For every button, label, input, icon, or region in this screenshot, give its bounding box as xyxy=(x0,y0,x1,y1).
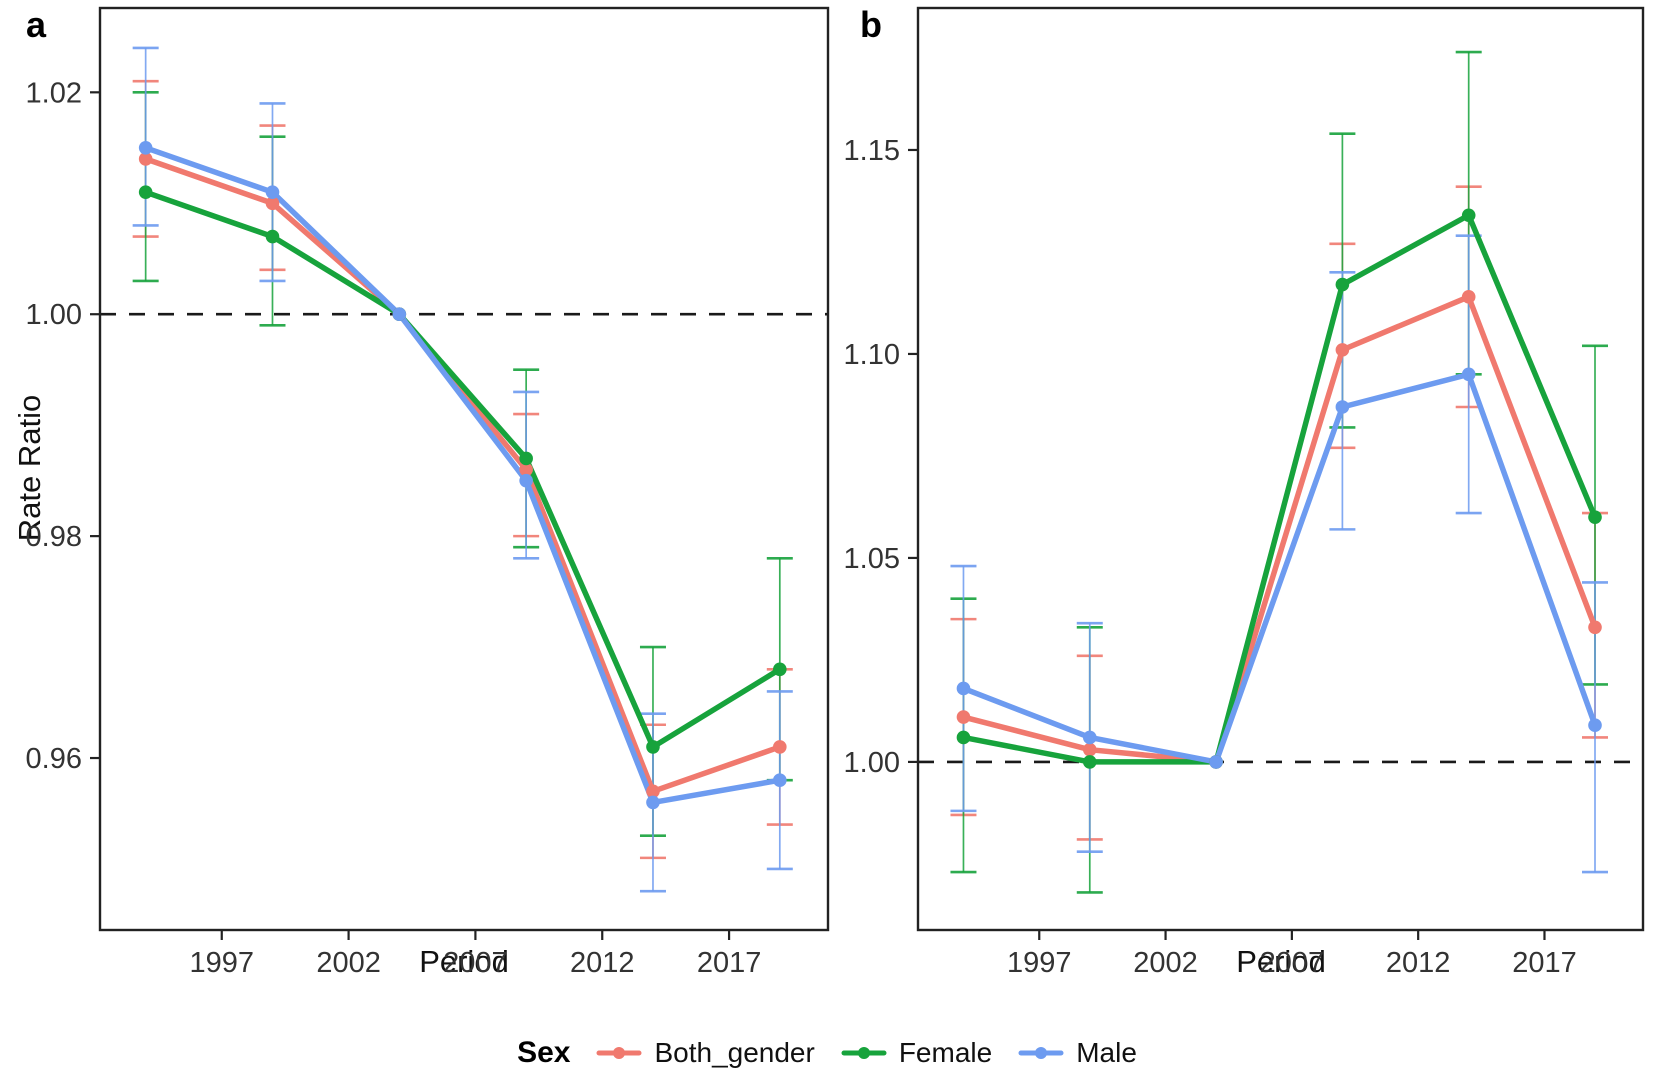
data-point-female xyxy=(1461,208,1476,223)
legend-title: Sex xyxy=(517,1036,571,1069)
panel-b: 1997 2002 2007 2012 2017 1.00 1.05 1.10 1.15 xyxy=(844,6,1645,979)
x-tick-label: 2002 xyxy=(316,947,381,979)
legend: Sex Both_gender Female Male xyxy=(0,1028,1654,1078)
data-point-female xyxy=(519,451,533,466)
data-point-male xyxy=(1588,718,1602,733)
y-tick-label: 1.15 xyxy=(844,135,900,167)
y-tick-label: 1.02 xyxy=(26,77,82,109)
y-tick-label: 1.05 xyxy=(844,543,900,575)
x-axis-title-panel-a: Period xyxy=(419,944,509,979)
data-point-male xyxy=(773,773,787,788)
data-point-female xyxy=(138,185,153,199)
data-point-both_gender xyxy=(1335,343,1350,357)
series-line-both_gender xyxy=(960,294,1598,765)
data-point-female xyxy=(1082,755,1097,769)
legend-label-both-gender: Both_gender xyxy=(654,1037,815,1068)
series-line-both_gender xyxy=(142,156,783,795)
data-point-both_gender xyxy=(1588,620,1602,635)
x-tick-label: 2012 xyxy=(1386,947,1451,979)
data-point-male xyxy=(1209,755,1223,769)
data-point-both_gender xyxy=(956,710,971,724)
legend-item-male: Male xyxy=(1018,1037,1137,1069)
data-point-female xyxy=(1588,510,1602,524)
x-tick-label: 1997 xyxy=(189,947,254,979)
data-point-both_gender xyxy=(646,784,660,799)
legend-label-male: Male xyxy=(1076,1037,1137,1068)
data-point-male xyxy=(392,307,407,322)
legend-key-female-icon xyxy=(841,1047,887,1059)
x-tick-label: 2017 xyxy=(697,947,762,979)
y-tick-label: 1.10 xyxy=(844,339,900,371)
data-point-male xyxy=(1335,400,1350,414)
data-point-male xyxy=(138,140,153,155)
data-point-female xyxy=(956,730,971,745)
data-point-male xyxy=(519,473,533,488)
data-point-male xyxy=(265,185,280,199)
data-point-female xyxy=(265,229,280,244)
series-line-female xyxy=(142,189,783,750)
x-tick-label: 2017 xyxy=(1512,947,1577,979)
panel-a-label: a xyxy=(26,4,47,45)
y-tick-label: 1.00 xyxy=(26,299,82,331)
x-tick-label: 1997 xyxy=(1007,947,1072,979)
data-point-both_gender xyxy=(773,740,787,754)
data-point-both_gender xyxy=(1461,290,1476,304)
legend-key-male-icon xyxy=(1018,1047,1064,1059)
data-point-both_gender xyxy=(138,152,153,166)
legend-label-female: Female xyxy=(898,1037,993,1068)
data-point-both_gender xyxy=(265,196,280,211)
x-tick-label: 2002 xyxy=(1133,947,1198,979)
series-line-male xyxy=(960,371,1598,765)
data-point-female xyxy=(773,662,787,677)
x-tick-label: 2012 xyxy=(570,947,635,979)
data-point-male xyxy=(646,795,660,810)
series-line-female xyxy=(960,212,1598,765)
series-line-male xyxy=(142,145,783,806)
data-point-both_gender xyxy=(519,462,533,477)
legend-key-both-gender-icon xyxy=(596,1047,642,1059)
data-point-male xyxy=(956,681,971,696)
legend-item-female: Female xyxy=(841,1037,992,1069)
x-tick-label: 2007 xyxy=(443,947,508,979)
data-point-male xyxy=(1082,730,1097,745)
panel-b-label: b xyxy=(860,4,882,45)
panel-a: 1997 2002 2007 2012 2017 0.96 0.98 1.00 1.02 xyxy=(26,6,830,979)
panel-border xyxy=(98,6,830,932)
y-tick-label: 0.96 xyxy=(26,743,82,775)
rate-ratio-chart-canvas: 1997 2002 2007 2012 20170.960.981.001.021997… xyxy=(26,6,1645,979)
data-point-female xyxy=(1335,277,1350,292)
x-axis-title-panel-b: Period xyxy=(1236,944,1326,979)
y-tick-label: 1.00 xyxy=(844,747,900,779)
data-point-female xyxy=(646,740,660,754)
panel-border xyxy=(916,6,1645,932)
data-point-male xyxy=(1461,367,1476,382)
legend-item-both-gender: Both_gender xyxy=(596,1037,815,1069)
data-point-both_gender xyxy=(1082,742,1097,757)
y-tick-label: 0.98 xyxy=(26,521,82,553)
x-tick-label: 2007 xyxy=(1260,947,1325,979)
